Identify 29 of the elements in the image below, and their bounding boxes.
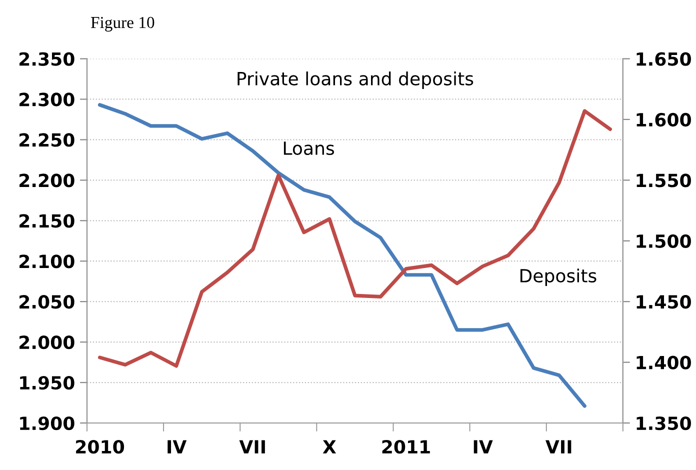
x-tick-label: 2011 [382,440,430,454]
x-tick-label: X [322,440,336,454]
y-tick-label: 2.150 [20,214,74,228]
x-tick-label: IV [168,440,187,454]
y2-tick-label: 1.650 [636,52,691,66]
y-tick-label: 2.050 [20,295,74,309]
y2-tick-label: 1.450 [636,295,691,309]
y2-tick-label: 1.500 [636,234,691,248]
y-tick-label: 2.350 [20,52,74,66]
y-tick-label: 2.300 [20,92,74,106]
y-tick-label: 1.950 [20,376,74,390]
text: Private loans and deposits [238,72,474,89]
line-series [98,109,612,368]
y2-tick-label: 1.600 [636,112,691,127]
x-tick-label: 2010 [76,440,124,454]
series-label: Deposits [520,268,596,286]
x-tick-label: IV [474,440,493,454]
caption: Figure 10 [90,16,154,32]
y-tick-label: 2.000 [20,336,74,350]
y-tick-label: 2.100 [20,254,74,268]
y-tick-label: 1.900 [20,416,74,430]
y2-tick-label: 1.350 [636,416,691,430]
series-label: Loans [284,142,334,156]
y-tick-label: 2.200 [20,174,74,188]
y-tick-label: 2.250 [20,133,74,147]
x-tick-label: VII [239,440,265,454]
x-tick-label: VII [546,440,572,454]
y2-tick-label: 1.550 [636,174,691,188]
y2-tick-label: 1.400 [636,356,691,370]
